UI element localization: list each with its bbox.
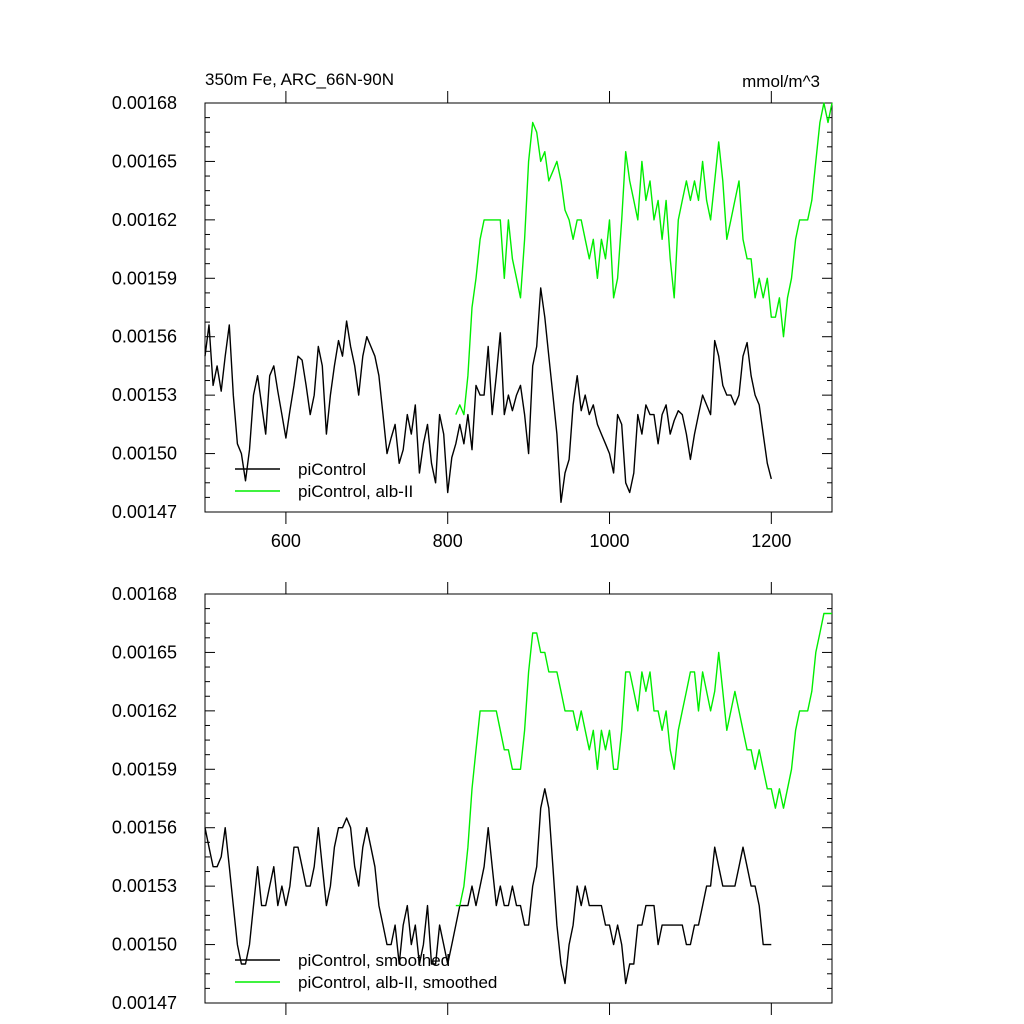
y-tick-label: 0.00147 (112, 993, 177, 1013)
legend-label: piControl (298, 460, 366, 479)
y-tick-label: 0.00153 (112, 385, 177, 405)
y-tick-label: 0.00159 (112, 268, 177, 288)
y-tick-label: 0.00168 (112, 584, 177, 604)
legend-label: piControl, smoothed (298, 951, 450, 970)
y-tick-label: 0.00156 (112, 818, 177, 838)
x-tick-label: 600 (271, 531, 301, 551)
legend-label: piControl, alb-II (298, 482, 413, 501)
y-tick-label: 0.00156 (112, 327, 177, 347)
y-tick-label: 0.00150 (112, 935, 177, 955)
plot-frame (204, 102, 833, 513)
y-tick-label: 0.00162 (112, 210, 177, 230)
series-line-0 (204, 287, 772, 503)
y-tick-label: 0.00168 (112, 93, 177, 113)
y-tick-label: 0.00147 (112, 502, 177, 522)
series-line-1 (455, 612, 832, 907)
series-line-0 (204, 788, 772, 985)
bottom-panel-smoothed: 0.00147 0.00150 0.00153 0.00156 0.00159 0.001… (112, 582, 833, 1015)
y-tick-label: 0.00150 (112, 444, 177, 464)
legend-label: piControl, alb-II, smoothed (298, 973, 497, 992)
series-line-1 (455, 102, 833, 416)
x-tick-label: 1000 (589, 531, 629, 551)
y-tick-label: 0.00153 (112, 876, 177, 896)
x-tick-label: 1200 (751, 531, 791, 551)
y-tick-label: 0.00165 (112, 151, 177, 171)
units-label: mmol/m^3 (742, 72, 820, 91)
y-tick-label: 0.00165 (112, 642, 177, 662)
top-panel-raw: 0.00147 0.00150 0.00153 0.00156 0.00159 0.001… (112, 91, 833, 551)
y-tick-label: 0.00159 (112, 759, 177, 779)
y-tick-label: 0.00162 (112, 701, 177, 721)
plot-frame (204, 593, 833, 1004)
chart-title: 350m Fe, ARC_66N-90N (205, 70, 394, 89)
x-tick-label: 800 (433, 531, 463, 551)
